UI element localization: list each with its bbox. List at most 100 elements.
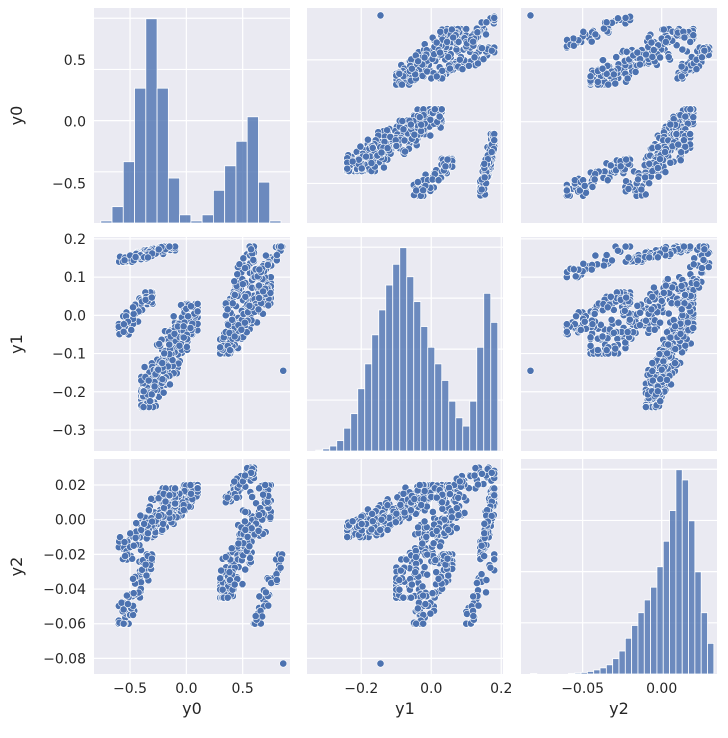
scatter-point	[625, 315, 634, 324]
hist-bar	[643, 599, 652, 675]
scatter-point	[634, 175, 642, 184]
scatter-point	[255, 294, 263, 302]
scatter-point	[155, 340, 163, 348]
scatter-point	[469, 37, 478, 46]
scatter-point	[410, 495, 419, 503]
scatter-point	[663, 275, 672, 283]
scatter-point	[119, 327, 128, 336]
scatter-point	[247, 245, 256, 254]
scatter-point	[486, 563, 495, 572]
scatter-point	[426, 609, 435, 618]
scatter-point	[150, 382, 159, 391]
scatter-point	[123, 600, 132, 608]
scatter-point	[407, 64, 416, 73]
scatter-point	[579, 259, 588, 268]
panel-y1-vs-y1	[307, 237, 503, 452]
scatter-point	[251, 612, 260, 620]
scatter-point	[383, 144, 392, 153]
scatter-point	[614, 318, 623, 327]
scatter-point	[641, 403, 650, 411]
scatter-point	[447, 513, 456, 522]
scatter-point	[606, 292, 615, 301]
scatter-point	[367, 525, 376, 534]
scatter-point	[186, 481, 195, 489]
scatter-point	[490, 555, 499, 564]
scatter-point	[343, 533, 352, 541]
hist-bar	[612, 658, 620, 675]
scatter-point	[676, 329, 685, 338]
y-axis-label: y2	[7, 557, 26, 577]
scatter-point	[255, 265, 264, 274]
scatter-point	[602, 69, 611, 78]
scatter-point	[420, 517, 429, 526]
scatter-point	[526, 11, 535, 20]
y-tick-label: 0.2	[64, 232, 86, 248]
hist-bar	[156, 87, 169, 224]
scatter-point	[454, 493, 463, 502]
scatter-point	[407, 580, 416, 589]
hist-bar	[707, 642, 715, 675]
scatter-point	[624, 184, 633, 193]
scatter-point	[671, 345, 680, 353]
scatter-point	[376, 526, 385, 534]
scatter-point	[655, 350, 664, 358]
scatter-point	[413, 178, 422, 187]
scatter-point	[470, 53, 479, 62]
scatter-point	[165, 340, 174, 349]
scatter-point	[645, 179, 654, 188]
hist-bar	[336, 440, 345, 452]
scatter-point	[415, 113, 424, 122]
scatter-point	[580, 181, 589, 190]
scatter-point	[571, 272, 580, 281]
scatter-point	[648, 376, 657, 385]
hist-bar	[476, 346, 485, 452]
scatter-point	[661, 148, 669, 156]
scatter-point	[228, 315, 237, 324]
scatter-point	[216, 343, 225, 352]
hist-bar	[427, 346, 436, 452]
scatter-point	[676, 156, 685, 165]
scatter-point	[666, 120, 675, 129]
y-tick-label: −0.1	[52, 347, 86, 363]
hist-bar	[618, 650, 626, 675]
scatter-point	[396, 566, 405, 575]
scatter-point	[446, 490, 454, 498]
y-tick-label: −0.02	[43, 547, 86, 563]
scatter-point	[383, 501, 392, 510]
scatter-point	[666, 158, 675, 167]
scatter-point	[120, 538, 129, 546]
scatter-point	[144, 529, 152, 538]
scatter-point	[596, 320, 605, 329]
scatter-point	[165, 491, 174, 500]
scatter-point	[147, 293, 156, 302]
scatter-point	[193, 299, 202, 308]
scatter-point	[160, 503, 168, 512]
scatter-point	[443, 155, 452, 164]
hist-bar	[413, 301, 422, 452]
hist-bar	[145, 18, 158, 224]
scatter-point	[668, 283, 677, 292]
scatter-point	[436, 48, 444, 57]
scatter-point	[129, 574, 137, 583]
scatter-point	[679, 242, 688, 251]
scatter-point	[430, 105, 439, 114]
scatter-point	[641, 190, 650, 199]
scatter-point	[681, 291, 689, 299]
scatter-point	[603, 303, 612, 312]
scatter-point	[279, 659, 288, 668]
scatter-point	[158, 359, 167, 367]
scatter-point	[414, 523, 422, 532]
scatter-point	[622, 293, 631, 302]
scatter-point	[241, 565, 250, 574]
scatter-point	[399, 125, 408, 134]
scatter-point	[132, 519, 141, 528]
hist-bar	[490, 321, 499, 452]
scatter-point	[674, 140, 683, 149]
scatter-point	[259, 287, 268, 296]
scatter-point	[482, 18, 491, 27]
scatter-point	[237, 325, 246, 334]
scatter-point	[348, 517, 357, 526]
scatter-point	[624, 253, 633, 262]
scatter-point	[276, 563, 285, 572]
